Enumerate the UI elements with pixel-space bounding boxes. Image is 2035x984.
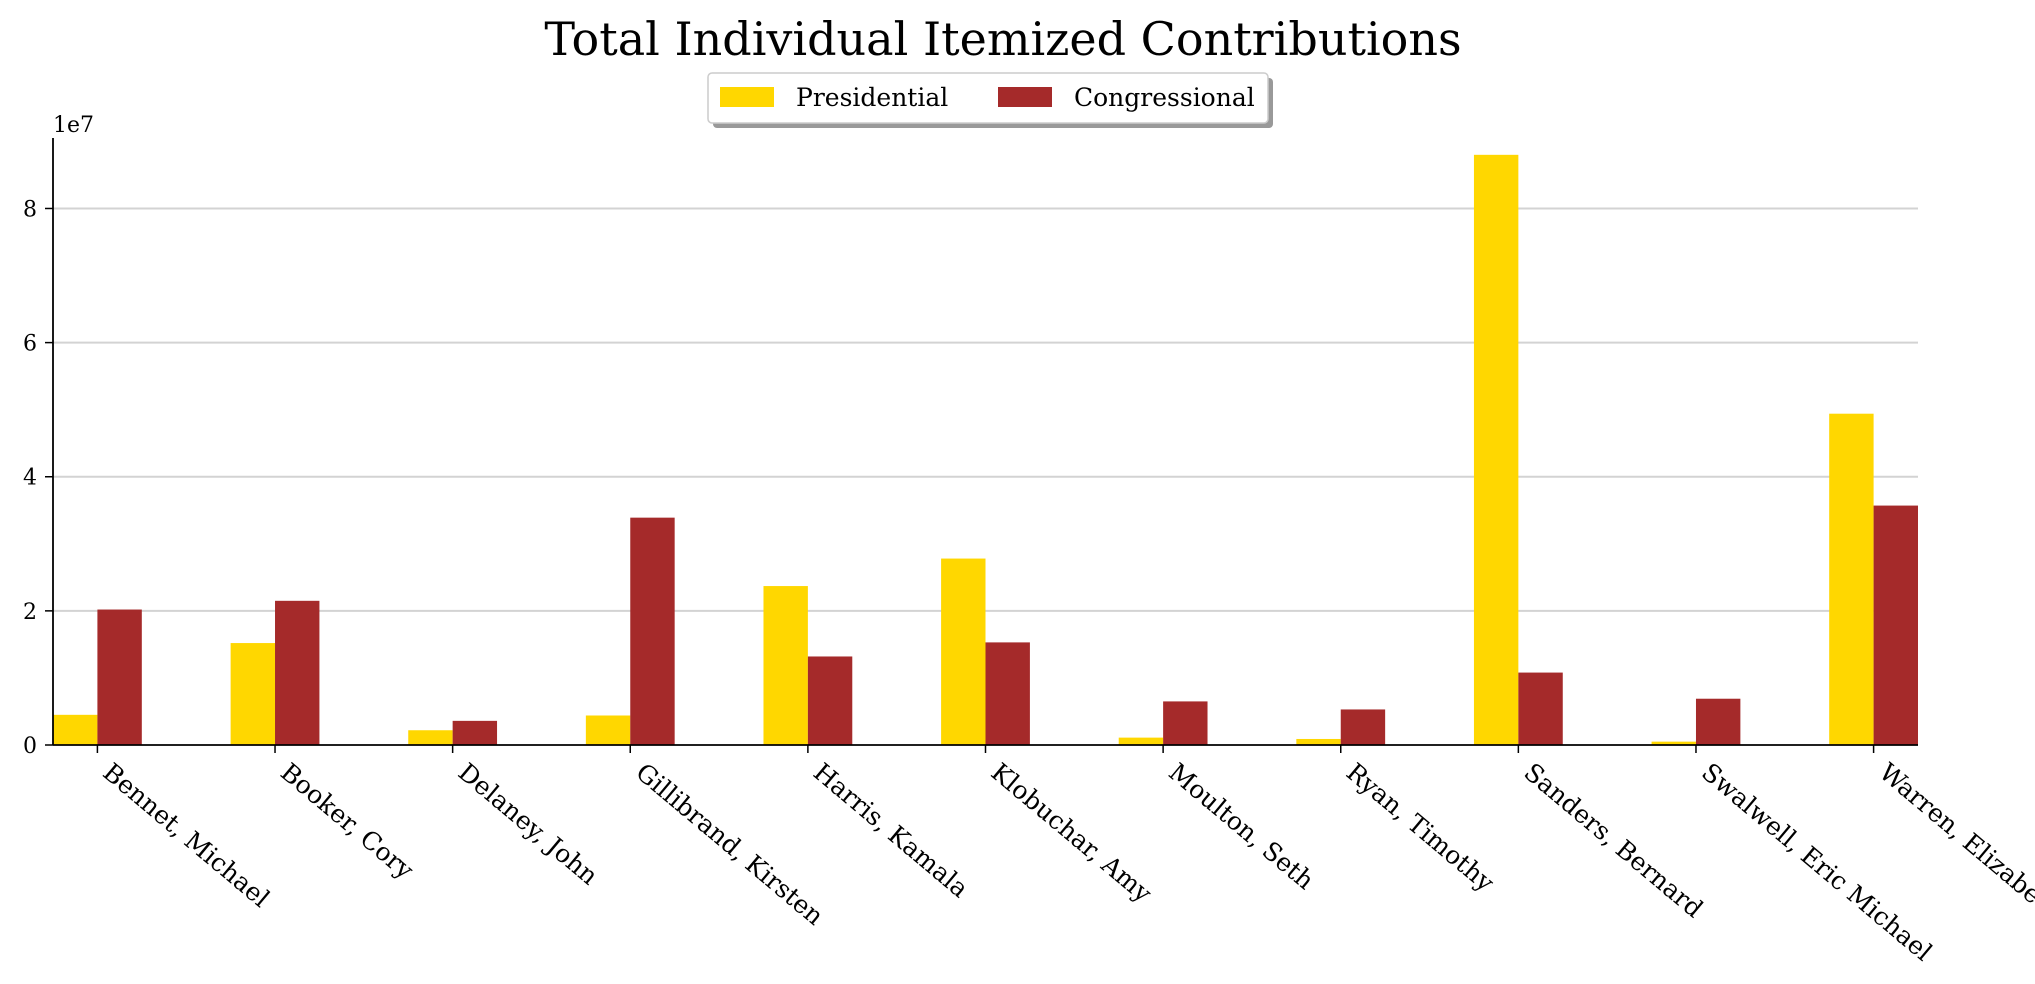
bar-presidential-6 [1118, 737, 1164, 745]
x-tick-label: Klobuchar, Amy [986, 757, 1158, 908]
legend-label-congressional: Congressional [1074, 83, 1255, 112]
bar-presidential-4 [763, 586, 808, 745]
bar-congressional-4 [807, 656, 853, 745]
bar-congressional-7 [1340, 709, 1386, 745]
x-tick-label: Harris, Kamala [808, 757, 974, 903]
x-axis-ticks: Bennet, Michael Booker, Cory Delaney, John… [96, 745, 2035, 967]
x-tick-label: Gillibrand, Kirsten [630, 757, 829, 930]
bar-presidential-3 [585, 715, 631, 745]
bar-presidential-2 [408, 730, 453, 745]
x-tick-label: Delaney, John [453, 757, 604, 890]
y-tick-label: 4 [23, 466, 37, 491]
legend-label-presidential: Presidential [796, 83, 948, 112]
bar-presidential-10 [1829, 413, 1874, 745]
bar-congressional-5 [985, 642, 1030, 745]
bars [53, 154, 1918, 746]
x-tick-label: Warren, Elizabeth [1874, 757, 2035, 926]
bar-congressional-3 [630, 517, 675, 745]
x-tick-label: Booker, Cory [275, 757, 420, 885]
chart-title: Total Individual Itemized Contributions [544, 12, 1461, 66]
grid-lines [53, 207, 1918, 612]
bar-congressional-9 [1695, 698, 1741, 745]
y-tick-label: 6 [23, 332, 37, 357]
y-axis-offset-label: 1e7 [53, 113, 94, 138]
bar-presidential-1 [230, 643, 276, 745]
y-tick-label: 0 [23, 734, 37, 759]
bar-presidential-8 [1473, 154, 1519, 746]
bar-congressional-6 [1163, 701, 1208, 745]
x-tick-label: Bennet, Michael [98, 757, 276, 913]
y-axis-ticks: 0 2 4 6 8 [23, 197, 53, 759]
legend-box [707, 72, 1269, 124]
x-tick-label: Moulton, Seth [1163, 757, 1319, 895]
bar-congressional-8 [1518, 672, 1563, 745]
bar-congressional-10 [1873, 505, 1918, 745]
x-tick-label: Sanders, Bernard [1519, 757, 1709, 923]
bar-congressional-2 [452, 720, 498, 745]
legend-swatch-presidential [720, 87, 774, 107]
bar-presidential-0 [53, 714, 98, 745]
bar-presidential-7 [1296, 738, 1341, 745]
bar-presidential-5 [941, 558, 986, 745]
bar-congressional-1 [275, 600, 320, 745]
y-tick-label: 8 [23, 197, 37, 222]
bar-congressional-0 [97, 609, 142, 745]
bar-presidential-9 [1651, 741, 1696, 745]
x-tick-label: Ryan, Timothy [1341, 757, 1501, 897]
legend: Presidential Congressional [707, 72, 1273, 128]
legend-swatch-congressional [998, 87, 1052, 107]
y-tick-label: 2 [23, 600, 37, 625]
